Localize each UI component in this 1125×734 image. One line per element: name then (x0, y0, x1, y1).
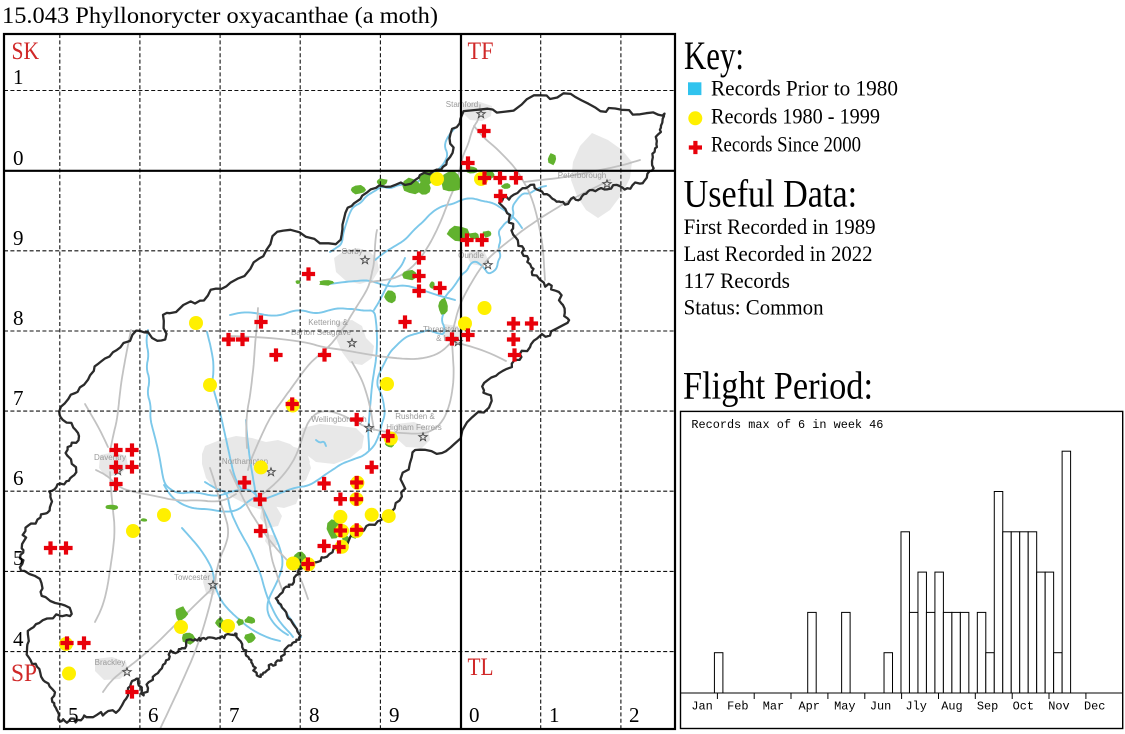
svg-text:Flight Period:: Flight Period: (683, 365, 873, 408)
svg-text:2: 2 (629, 703, 640, 727)
svg-text:Higham Ferrers: Higham Ferrers (386, 423, 442, 432)
svg-text:First Recorded in 1989: First Recorded in 1989 (684, 214, 876, 239)
svg-text:Peterborough: Peterborough (558, 171, 606, 180)
svg-text:Wellingborough: Wellingborough (311, 415, 366, 424)
svg-text:Jan Feb Mar Apr May Jun: Jan Feb Mar Apr May Jun Jly Aug Sep Oct … (691, 700, 1105, 714)
svg-text:6: 6 (13, 466, 24, 490)
svg-text:4: 4 (13, 627, 24, 651)
svg-text:Daventry: Daventry (94, 453, 126, 462)
svg-text:Towcester: Towcester (174, 573, 210, 582)
svg-text:Records Since 2000: Records Since 2000 (711, 132, 861, 157)
svg-text:Kettering &: Kettering & (308, 318, 348, 327)
svg-text:9: 9 (389, 703, 400, 727)
svg-text:5: 5 (13, 546, 24, 570)
svg-text:Rushden &: Rushden & (395, 412, 435, 421)
svg-text:9: 9 (13, 226, 24, 250)
svg-text:1: 1 (549, 703, 560, 727)
svg-text:15.043 Phyllonorycter oxyacant: 15.043 Phyllonorycter oxyacanthae (a mot… (2, 3, 438, 29)
svg-text:7: 7 (229, 703, 240, 727)
svg-text:117 Records: 117 Records (684, 268, 790, 293)
svg-text:Records 1980 - 1999: Records 1980 - 1999 (711, 103, 880, 128)
svg-text:8: 8 (309, 703, 320, 727)
svg-text:TL: TL (468, 654, 494, 681)
svg-text:Brackley: Brackley (95, 658, 126, 667)
svg-text:SK: SK (12, 38, 40, 65)
svg-text:7: 7 (13, 386, 24, 410)
svg-text:Status: Common: Status: Common (684, 295, 824, 320)
svg-text:1: 1 (13, 65, 24, 89)
svg-text:Useful Data:: Useful Data: (684, 173, 858, 216)
svg-text:TF: TF (468, 38, 494, 65)
svg-text:0: 0 (469, 703, 480, 727)
svg-text:Last Recorded in 2022: Last Recorded in 2022 (684, 241, 873, 266)
svg-text:Barton Seagrave: Barton Seagrave (291, 328, 352, 337)
svg-text:Thrapston: Thrapston (423, 325, 459, 334)
svg-text:Northampton: Northampton (222, 457, 268, 466)
svg-text:5: 5 (68, 703, 79, 727)
svg-text:Records Prior to 1980: Records Prior to 1980 (711, 75, 898, 100)
svg-text:8: 8 (13, 306, 24, 330)
svg-text:6: 6 (148, 703, 159, 727)
svg-text:0: 0 (13, 146, 24, 170)
svg-text:Key:: Key: (684, 33, 744, 78)
svg-text:Corby: Corby (341, 247, 362, 256)
svg-text:SP: SP (11, 660, 37, 687)
svg-text:Records max of 6 in week 46: Records max of 6 in week 46 (691, 418, 883, 432)
svg-text:Oundle: Oundle (458, 251, 484, 260)
